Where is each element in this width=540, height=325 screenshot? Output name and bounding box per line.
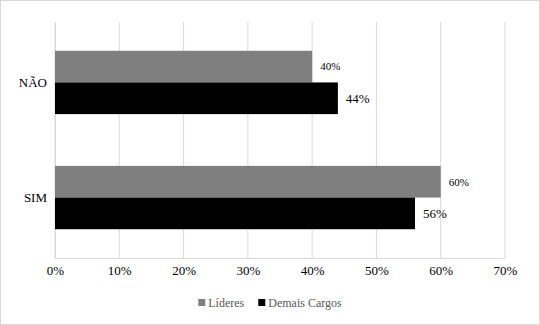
data-label: 56% bbox=[423, 206, 447, 221]
y-tick-label: SIM bbox=[24, 190, 48, 205]
x-axis-line bbox=[56, 258, 506, 259]
x-tick-label: 20% bbox=[172, 263, 196, 278]
legend-swatch bbox=[198, 299, 205, 306]
grid-line bbox=[505, 22, 506, 258]
x-tick: 70% bbox=[494, 258, 518, 278]
x-tick: 40% bbox=[301, 258, 325, 278]
grid bbox=[55, 22, 505, 258]
data-label: 44% bbox=[346, 91, 370, 106]
x-axis: 0% 10% 20% 30% 40% 50% 60% 70% bbox=[47, 258, 518, 278]
data-labels: 40% 60% 44% 56% bbox=[320, 60, 469, 220]
x-tick-label: 60% bbox=[429, 263, 453, 278]
x-tick: 20% bbox=[172, 258, 196, 278]
x-tick-label: 40% bbox=[301, 263, 325, 278]
y-axis: NÃO SIM bbox=[19, 23, 56, 259]
x-tick: 50% bbox=[365, 258, 389, 278]
legend-item: Líderes bbox=[198, 296, 244, 310]
bar bbox=[55, 82, 338, 114]
bar bbox=[55, 166, 441, 198]
y-tick: SIM bbox=[24, 190, 55, 205]
x-tick: 0% bbox=[47, 258, 65, 278]
y-tick-label: NÃO bbox=[19, 75, 47, 90]
chart-border bbox=[1, 1, 540, 325]
x-tick: 10% bbox=[108, 258, 132, 278]
bars bbox=[55, 51, 441, 229]
y-tick: NÃO bbox=[19, 75, 55, 90]
bar bbox=[55, 198, 415, 230]
data-label: 60% bbox=[449, 176, 469, 188]
x-tick-label: 50% bbox=[365, 263, 389, 278]
legend-item: Demais Cargos bbox=[258, 296, 342, 310]
x-tick-label: 0% bbox=[47, 263, 65, 278]
legend-swatch bbox=[258, 299, 265, 306]
legend-label: Líderes bbox=[208, 296, 244, 310]
x-tick-label: 30% bbox=[236, 263, 260, 278]
grid-line bbox=[440, 22, 441, 258]
x-tick-label: 10% bbox=[108, 263, 132, 278]
x-tick: 30% bbox=[236, 258, 260, 278]
legend-label: Demais Cargos bbox=[268, 296, 342, 310]
x-tick: 60% bbox=[429, 258, 453, 278]
data-label: 40% bbox=[320, 60, 340, 72]
x-tick-label: 70% bbox=[494, 263, 518, 278]
bar bbox=[55, 51, 312, 83]
legend: Líderes Demais Cargos bbox=[198, 296, 342, 310]
